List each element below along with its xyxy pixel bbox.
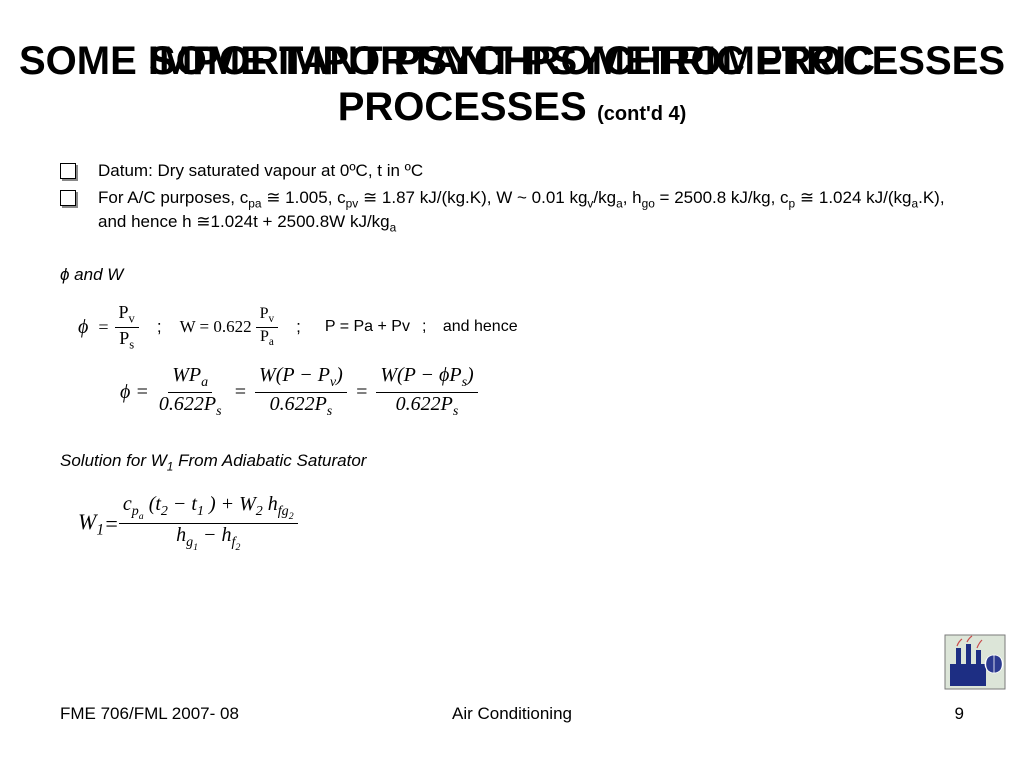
title-row1: SOME IMPORTANT PSYCHROMETRIC: [0, 38, 1024, 84]
eq-sign-2b: =: [355, 379, 369, 406]
bullet-1: Datum: Dry saturated vapour at 0ºC, t in…: [60, 160, 964, 183]
equation-area: ϕ = Pv Ps ; W = 0.622 Pv Pa ; P = Pa + P…: [60, 303, 964, 420]
section-adiabatic: Solution for W1 From Adiabatic Saturator: [60, 450, 964, 474]
t1-den: 0.622Ps: [155, 393, 226, 420]
t3-den: 0.622Ps: [392, 393, 463, 420]
bullet-2-text: For A/C purposes, cpa ≅ 1.005, cpv ≅ 1.8…: [98, 187, 964, 236]
equals-1: =: [98, 315, 108, 339]
note-p: P = Pa + Pv: [325, 316, 410, 338]
eq-row-3: W1 = cpa (t2 − t1 ) + W2 hfg2 hg1 − hf2: [78, 494, 964, 553]
ps: Ps: [115, 328, 138, 352]
eq-row-2: ϕ = WPa 0.622Ps = W(P − Pv) 0.622Ps = W(…: [120, 365, 964, 419]
phi-sym: ϕ: [78, 314, 88, 341]
frac-pv-ps: Pv Ps: [115, 303, 139, 352]
t2-den: 0.622Ps: [266, 393, 337, 420]
footer: FME 706/FML 2007- 08 Air Conditioning 9: [60, 704, 964, 724]
W1: W1: [78, 507, 104, 541]
eq-sign-3: =: [104, 509, 119, 539]
equation-area-2: W1 = cpa (t2 − t1 ) + W2 hfg2 hg1 − hf2: [60, 494, 964, 553]
title-cont: (cont'd 4): [597, 103, 686, 125]
semi-1: ;: [157, 316, 162, 339]
frac-pv-pa: Pv Pa: [256, 306, 279, 349]
w-coeff: W = 0.622: [180, 316, 252, 339]
semi-2: ;: [296, 316, 301, 339]
eq-row-1: ϕ = Pv Ps ; W = 0.622 Pv Pa ; P = Pa + P…: [78, 303, 964, 352]
body: Datum: Dry saturated vapour at 0ºC, t in…: [60, 160, 964, 553]
pv: Pv: [115, 303, 139, 328]
frac-t3: W(P − ϕPs) 0.622Ps: [376, 365, 477, 419]
title-real: SOME IMPORTANT PSYCHROMETRIC PROCESSES (…: [0, 38, 1024, 130]
t2-num: W(P − Pv): [255, 365, 347, 393]
frac-w1: cpa (t2 − t1 ) + W2 hfg2 hg1 − hf2: [119, 494, 298, 553]
section-phi-w: ϕ and W: [60, 264, 964, 287]
phi2: ϕ =: [120, 379, 149, 406]
phi-label: ϕ and W: [60, 265, 123, 284]
title-row2: PROCESSES (cont'd 4): [0, 84, 1024, 130]
eq-sign-2a: =: [234, 379, 248, 406]
footer-left: FME 706/FML 2007- 08: [60, 704, 239, 724]
slide: SOME IMPORTANT PSYCHROMETRIC PROCESSES .…: [0, 0, 1024, 768]
pv2: Pv: [256, 306, 279, 328]
bullet-2: For A/C purposes, cpa ≅ 1.005, cpv ≅ 1.8…: [60, 187, 964, 236]
w1-den: hg1 − hf2: [172, 524, 244, 553]
w1-num: cpa (t2 − t1 ) + W2 hfg2: [119, 494, 298, 524]
pa: Pa: [256, 328, 278, 349]
semi-3: ;: [422, 316, 431, 338]
logo-icon: [944, 634, 1006, 690]
note-hence: and hence: [443, 316, 518, 338]
bullet-icon: [60, 163, 76, 179]
frac-t2: W(P − Pv) 0.622Ps: [255, 365, 347, 419]
frac-t1: WPa 0.622Ps: [155, 365, 226, 419]
bullet-icon: [60, 190, 76, 206]
title-row2-main: PROCESSES: [338, 85, 587, 129]
footer-right: 9: [955, 704, 964, 724]
t3-num: W(P − ϕPs): [376, 365, 477, 393]
bullet-1-text: Datum: Dry saturated vapour at 0ºC, t in…: [98, 160, 964, 183]
t1-num: WPa: [168, 365, 212, 393]
